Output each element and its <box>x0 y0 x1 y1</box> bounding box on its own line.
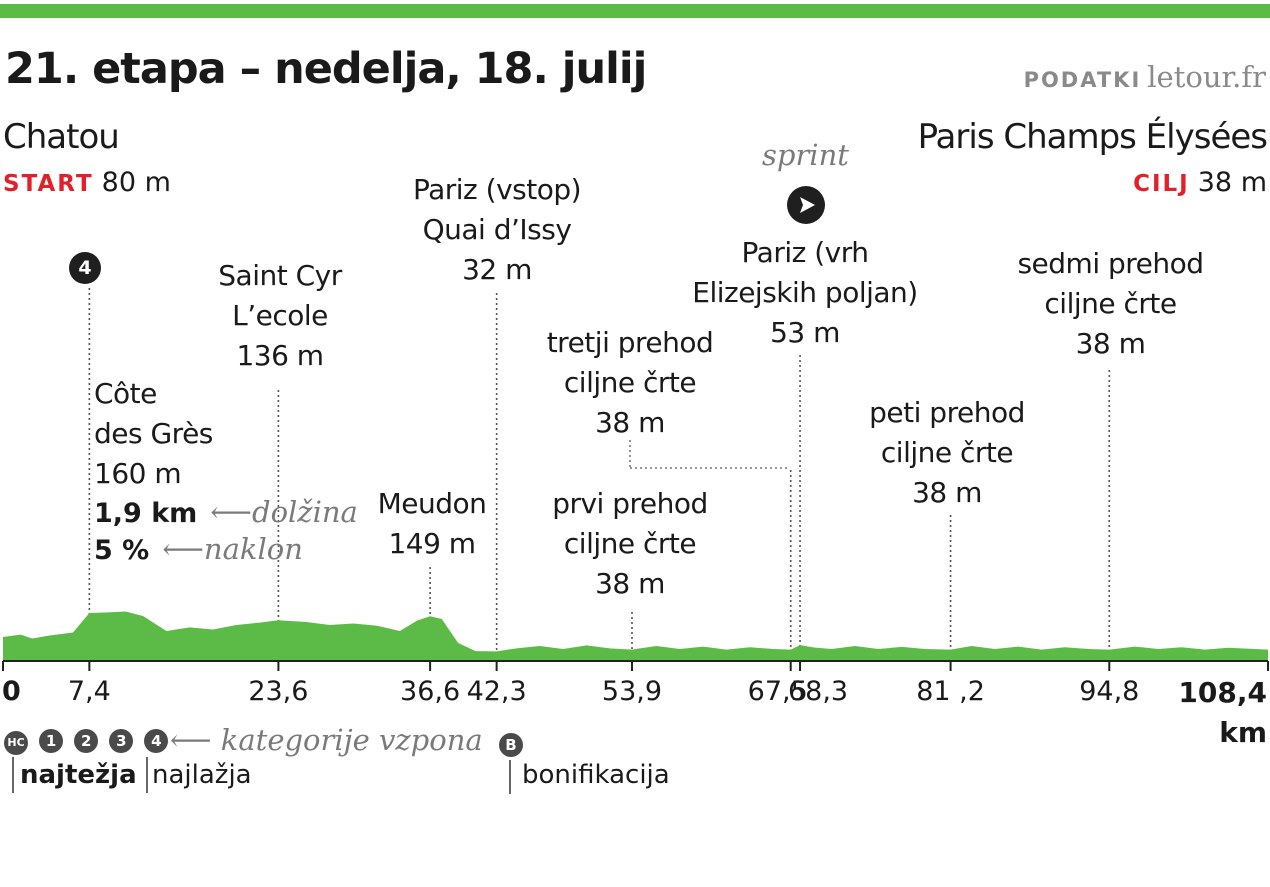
leader-lines <box>88 288 1111 661</box>
prvi-elevation: 38 m <box>595 567 665 600</box>
category-legend: HC 1 2 3 4 <box>4 729 169 755</box>
x-tick-label: 0 <box>2 676 21 707</box>
x-axis-ticks <box>2 661 1269 671</box>
sedmi-line-1: sedmi prehod <box>1017 247 1204 280</box>
pariz-vrh-line-2: Elizejskih poljan) <box>692 276 918 309</box>
hardest-pointer <box>12 757 14 793</box>
peti-elevation: 38 m <box>912 476 982 509</box>
category-hc-icon: HC <box>4 731 28 755</box>
x-tick-label: 53,9 <box>601 676 663 707</box>
meudon-elevation: 149 m <box>388 527 476 560</box>
bonus-badge-icon: B <box>499 733 523 757</box>
pariz-vrh-elevation: 53 m <box>770 316 840 349</box>
x-tick-label: 94,8 <box>1079 676 1140 707</box>
pariz-vrh-line-1: Pariz (vrh <box>741 236 869 269</box>
x-tick-label: 36,6 <box>400 676 461 707</box>
finish-elevation: 38 m <box>1197 167 1267 198</box>
tretji-elevation: 38 m <box>595 406 665 439</box>
peti-line-2: ciljne črte <box>880 436 1014 469</box>
grade-arrow-icon: ⟵ <box>162 532 204 566</box>
source-site: letour.fr <box>1147 60 1266 94</box>
meudon-line-1: Meudon <box>377 487 487 520</box>
sedmi-elevation: 38 m <box>1075 327 1146 360</box>
climb-name-2: des Grès <box>94 417 213 450</box>
prvi-prehod-label: prvi prehod ciljne črte 38 m <box>525 484 735 604</box>
category-4-badge: 4 <box>69 252 101 284</box>
easiest-pointer <box>146 757 148 793</box>
category-2-icon: 2 <box>74 729 99 753</box>
pariz-vstop-line-1: Pariz (vstop) <box>412 173 582 206</box>
x-tick-label: 67,5 <box>747 676 808 707</box>
climb-length-row: 1,9 km ⟵dolžina <box>94 495 358 529</box>
saint-cyr-elevation: 136 m <box>236 339 324 372</box>
x-tick-label: 68,3 <box>787 676 849 707</box>
pariz-vstop-elevation: 32 m <box>462 253 532 286</box>
pariz-vstop-line-2: Quai d’Issy <box>422 213 572 246</box>
categories-arrow-icon: ⟵ <box>170 723 221 757</box>
category-3-icon: 3 <box>109 729 134 753</box>
elevation-area <box>3 611 1268 661</box>
sedmi-line-2: ciljne črte <box>1044 287 1177 320</box>
pariz-vstop-label: Pariz (vstop) Quai d’Issy 32 m <box>387 170 607 290</box>
climb-length: 1,9 km <box>94 498 198 529</box>
sprint-label: sprint <box>762 138 849 172</box>
tretji-prehod-label: tretji prehod ciljne črte 38 m <box>520 323 740 443</box>
hardest-label: najtežja <box>20 760 137 790</box>
pariz-vrh-label: Pariz (vrh Elizejskih poljan) 53 m <box>665 233 945 353</box>
finish-keyword: CILJ <box>1133 171 1190 197</box>
peti-line-1: peti prehod <box>869 396 1025 429</box>
easiest-label: najlažja <box>152 760 252 790</box>
start-keyword: START <box>3 171 94 197</box>
saint-cyr-line-2: L’ecole <box>232 299 328 332</box>
source-label: PODATKI <box>1023 68 1142 92</box>
climb-grade: 5 % <box>94 535 150 566</box>
saint-cyr-line-1: Saint Cyr <box>218 259 342 292</box>
length-note: dolžina <box>252 495 358 529</box>
categories-label: kategorije vzpona <box>220 723 483 757</box>
start-elevation-line: START 80 m <box>3 167 171 198</box>
categories-caption: ⟵ kategorije vzpona <box>170 723 483 757</box>
tretji-line-1: tretji prehod <box>546 326 714 359</box>
category-1-icon: 1 <box>39 729 64 753</box>
x-tick-label: 81 ,2 <box>916 676 985 707</box>
meudon-label: Meudon 149 m <box>352 484 512 564</box>
length-arrow-icon: ⟵ <box>210 495 252 529</box>
climb-grade-row: 5 % ⟵naklon <box>94 532 303 566</box>
finish-place: Paris Champs Élysées <box>917 117 1268 157</box>
climb-label: Côte des Grès 160 m <box>94 374 213 494</box>
x-tick-label: 42,3 <box>466 676 527 707</box>
finish-elevation-line: CILJ 38 m <box>1133 167 1267 198</box>
peti-prehod-label: peti prehod ciljne črte 38 m <box>842 393 1052 513</box>
climb-elevation: 160 m <box>94 457 182 490</box>
arrow-right-icon <box>787 186 825 224</box>
sedmi-prehod-label: sedmi prehod ciljne črte 38 m <box>1003 244 1218 364</box>
x-tick-label: 108,4 <box>1178 676 1267 709</box>
x-tick-label: 7,4 <box>67 676 111 707</box>
bonus-pointer <box>509 760 511 794</box>
tretji-line-2: ciljne črte <box>563 366 697 399</box>
prvi-line-2: ciljne črte <box>563 527 697 560</box>
start-elevation: 80 m <box>101 167 171 198</box>
category-4-icon: 4 <box>144 729 169 753</box>
grade-note: naklon <box>203 532 303 566</box>
page-title: 21. etapa – nedelja, 18. julij <box>5 44 647 94</box>
x-axis-unit: km <box>1219 716 1267 749</box>
climb-name-1: Côte <box>94 377 157 410</box>
start-place: Chatou <box>3 117 120 157</box>
source-credit: PODATKI letour.fr <box>1024 60 1266 94</box>
saint-cyr-label: Saint Cyr L’ecole 136 m <box>200 256 360 376</box>
bonus-label: bonifikacija <box>522 760 670 790</box>
prvi-line-1: prvi prehod <box>552 487 708 520</box>
x-tick-label: 23,6 <box>248 676 309 707</box>
top-accent-bar <box>0 4 1270 18</box>
